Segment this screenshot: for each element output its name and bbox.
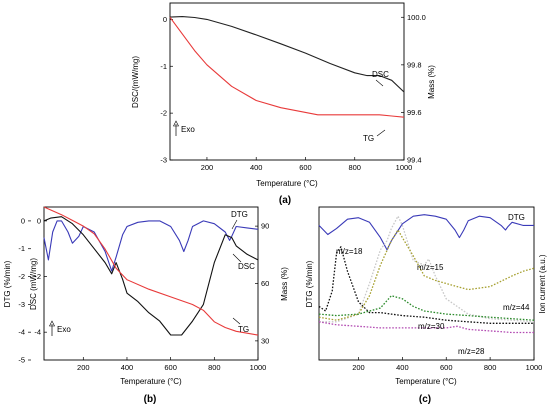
panel-c-x-tick-label: 1000 [526, 363, 543, 372]
panel-b-y-right-label: Mass (%) [280, 267, 289, 301]
panel-b-tg-pointer [232, 317, 241, 325]
panel-a-x-tick-label: 1000 [396, 163, 413, 172]
panel-a-series [169, 16, 405, 118]
panel-b-series [43, 206, 259, 336]
panel-a-y-left-label: DSC/(mW/mg) [131, 56, 140, 108]
panel-c-x-tick-label: 600 [440, 363, 453, 372]
panel-a-exo-arrow-head [173, 120, 179, 127]
panel-a-x-tick-label: 800 [348, 163, 361, 172]
panel-c-mz30-line [318, 295, 535, 321]
panel-a-y-right-tick-label: 99.6 [407, 108, 422, 117]
panel-c-mz44-label: m/z=44 [503, 303, 530, 312]
panel-b-y-left-inner-label: DSC (mW/mg) [29, 258, 38, 310]
panel-c-series [318, 214, 535, 334]
panel-c-caption: (c) [419, 394, 431, 405]
panel-b-exo-label: Exo [57, 325, 71, 334]
panel-b-dtg-label: DTG [231, 210, 248, 219]
panel-c-frame [318, 206, 535, 361]
panel-b-dtg-pointer [231, 219, 238, 230]
panel-c: 200 400 600 800 1000 Temperature (°C) DTG (%… [305, 206, 547, 405]
panel-c-x-tick-label: 800 [484, 363, 497, 372]
panel-b-x-tick-label: 600 [164, 363, 177, 372]
panel-a-x-tick-label: 600 [299, 163, 312, 172]
panel-a-exo-label: Exo [181, 125, 195, 134]
panel-b-tg-line [43, 206, 259, 336]
panel-a-dsc-line [169, 16, 405, 93]
panel-b-y-left-outer-label: DTG (%/min) [3, 260, 12, 307]
panel-b-y-inner-tick-label: -2 [34, 272, 41, 281]
panel-c-mz30-label: m/z=30 [418, 322, 445, 331]
panel-a: 200 400 600 800 1000 0 -1 -2 -3 100.0 99.8 99.6 99… [131, 2, 436, 206]
panel-c-mz18-label: m/z=18 [336, 247, 363, 256]
panel-b-x-ticks: 200 400 600 800 1000 [77, 357, 266, 372]
panel-b-dsc-label: DSC [238, 262, 255, 271]
panel-b-x-tick-label: 800 [208, 363, 221, 372]
panel-b-y-inner-tick-label: 0 [37, 216, 41, 225]
panel-b-exo-arrow-head [49, 320, 55, 327]
panel-a-y-right-ticks: 100.0 99.8 99.6 99.4 [401, 13, 426, 165]
panel-a-y-left-ticks: 0 -1 -2 -3 [160, 15, 173, 165]
panel-a-x-tick-label: 200 [201, 163, 214, 172]
panel-c-mz18-line [318, 246, 534, 324]
panel-a-x-ticks: 200 400 600 800 1000 [201, 157, 413, 172]
panel-b-y-right-tick-label: 60 [261, 279, 269, 288]
panel-b-dtg-line [43, 220, 259, 272]
panel-a-tg-pointer [376, 129, 386, 137]
panel-b-y-left-tick-label: -5 [18, 356, 25, 365]
panel-c-dtg-label: DTG [508, 213, 525, 222]
panel-b-y-right-tick-label: 90 [261, 222, 269, 231]
panel-a-x-label: Temperature (°C) [256, 179, 318, 188]
panel-b-x-tick-label: 1000 [250, 363, 267, 372]
panel-a-frame [169, 2, 405, 161]
panel-a-y-right-tick-label: 99.8 [407, 60, 422, 69]
panel-b-dsc-pointer [232, 253, 242, 263]
panel-b-dsc-line [43, 216, 259, 336]
panel-c-mz15-line [319, 215, 535, 323]
panel-c-mz44-line [318, 229, 535, 321]
panel-b-y-left-ticks: 0 -1 -2 -3 -4 -5 [18, 216, 31, 365]
panel-a-y-left-tick-label: -1 [160, 62, 167, 71]
panel-a-caption: (a) [279, 195, 291, 206]
panel-b-y-right-ticks: 90 60 30 [255, 222, 269, 345]
panel-c-x-tick-label: 400 [396, 363, 409, 372]
panel-c-y-right-label: Ion current (a.u.) [538, 254, 547, 313]
panel-b-y-inner-ticks: 0 -2 -4 [34, 216, 47, 337]
panel-b-tg-label: TG [238, 325, 249, 334]
panel-b-x-tick-label: 400 [121, 363, 134, 372]
panel-c-x-ticks: 200 400 600 800 1000 [352, 357, 542, 372]
panel-b-y-inner-tick-label: -4 [34, 328, 41, 337]
panel-a-dsc-label: DSC [372, 70, 389, 79]
panel-b-y-right-tick-label: 30 [261, 336, 269, 345]
panel-c-mz28-line [318, 321, 534, 334]
panel-b-y-left-tick-label: -2 [18, 272, 25, 281]
panel-a-tg-line [169, 16, 405, 118]
panel-a-y-right-label: Mass (%) [427, 65, 436, 99]
panel-b-caption: (b) [144, 394, 157, 405]
panel-a-y-right-tick-label: 100.0 [407, 13, 426, 22]
panel-a-y-right-tick-label: 99.4 [407, 156, 422, 165]
panel-b-x-label: Temperature (°C) [120, 377, 182, 386]
panel-c-x-tick-label: 200 [352, 363, 365, 372]
panel-b-y-left-tick-label: 0 [21, 216, 25, 225]
panel-a-y-left-tick-label: 0 [163, 15, 167, 24]
panel-b-y-left-tick-label: -1 [18, 244, 25, 253]
panel-c-y-left-label: DTG (%/min) [305, 260, 314, 307]
panel-a-dsc-pointer [375, 79, 384, 87]
panel-a-y-left-tick-label: -2 [160, 109, 167, 118]
panel-c-mz28-label: m/z=28 [458, 347, 485, 356]
panel-a-tg-label: TG [363, 134, 374, 143]
panel-b-frame [43, 206, 259, 361]
panel-c-mz15-label: m/z=15 [417, 263, 444, 272]
panel-b-y-left-tick-label: -3 [18, 300, 25, 309]
panel-a-x-tick-label: 400 [250, 163, 263, 172]
panel-b-x-tick-label: 200 [77, 363, 90, 372]
panel-b-y-left-tick-label: -4 [18, 328, 25, 337]
panel-a-y-left-tick-label: -3 [160, 156, 167, 165]
panel-b: 200 400 600 800 1000 0 -1 -2 -3 -4 -5 0 -2 -4 90 60 3… [3, 206, 289, 405]
panel-c-x-label: Temperature (°C) [395, 377, 457, 386]
panel-c-dtg-line [318, 214, 534, 251]
